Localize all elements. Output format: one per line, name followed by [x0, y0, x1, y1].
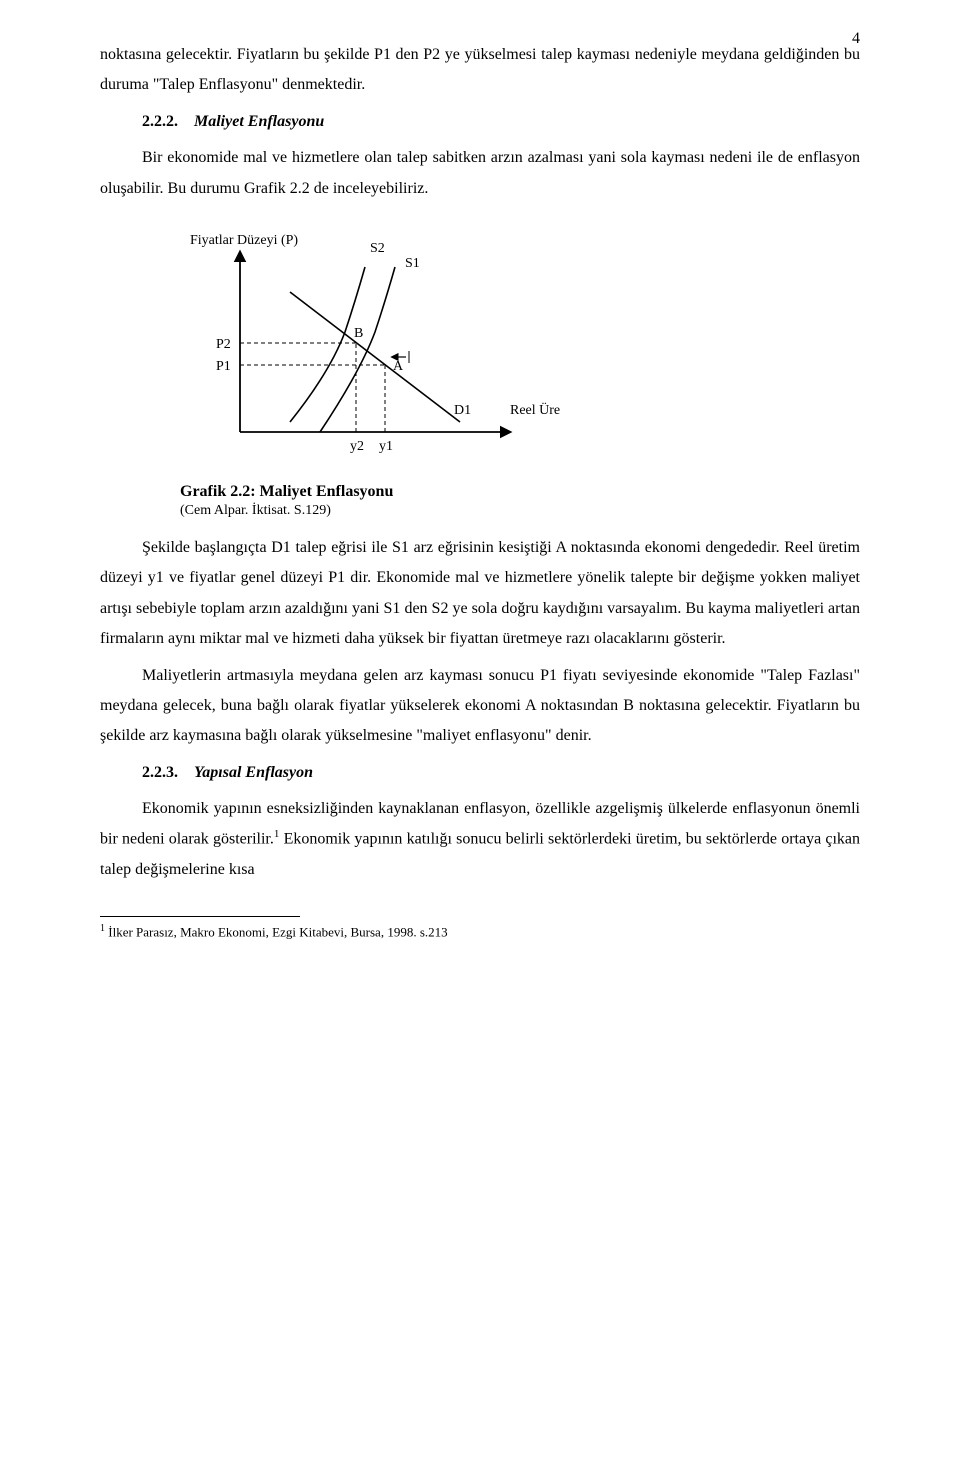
paragraph-1: noktasına gelecektir. Fiyatların bu şeki…: [100, 40, 860, 101]
section-heading-maliyet: 2.2.2. Maliyet Enflasyonu: [100, 107, 860, 137]
svg-text:Reel Üretim (y): Reel Üretim (y): [510, 401, 560, 418]
footnote-separator: [100, 916, 300, 917]
chart-caption-text: Grafik 2.2: Maliyet Enflasyonu: [180, 483, 393, 500]
svg-text:B: B: [354, 326, 363, 341]
footnote-1: 1 İlker Parasız, Makro Ekonomi, Ezgi Kit…: [100, 921, 860, 942]
svg-text:S1: S1: [405, 256, 420, 271]
svg-text:Fiyatlar Düzeyi (P): Fiyatlar Düzeyi (P): [190, 233, 298, 248]
paragraph-5: Ekonomik yapının esneksizliğinden kaynak…: [100, 794, 860, 886]
svg-text:S2: S2: [370, 241, 385, 256]
page-number: 4: [852, 30, 860, 48]
svg-text:A: A: [393, 359, 404, 374]
paragraph-3: Şekilde başlangıçta D1 talep eğrisi ile …: [100, 533, 860, 655]
cost-inflation-diagram: Fiyatlar Düzeyi (P) Reel Üretim (y) D1 S1 S2…: [180, 222, 860, 477]
svg-text:y1: y1: [379, 439, 393, 454]
section-heading-yapisal: 2.2.3. Yapısal Enflasyon: [100, 758, 860, 788]
svg-text:y2: y2: [350, 439, 364, 454]
svg-text:P1: P1: [216, 359, 231, 374]
section-number: 2.2.2.: [142, 113, 178, 130]
footnote-text: İlker Parasız, Makro Ekonomi, Ezgi Kitab…: [105, 924, 448, 939]
svg-text:P2: P2: [216, 337, 231, 352]
section-title: Maliyet Enflasyonu: [194, 113, 324, 130]
section-number: 2.2.3.: [142, 764, 178, 781]
section-title: Yapısal Enflasyon: [194, 764, 313, 781]
chart-caption: Grafik 2.2: Maliyet Enflasyonu: [180, 483, 860, 501]
chart-subcaption: (Cem Alpar. İktisat. S.129): [180, 503, 860, 519]
paragraph-2: Bir ekonomide mal ve hizmetlere olan tal…: [100, 143, 860, 204]
svg-text:D1: D1: [454, 403, 471, 418]
paragraph-4: Maliyetlerin artmasıyla meydana gelen ar…: [100, 661, 860, 752]
